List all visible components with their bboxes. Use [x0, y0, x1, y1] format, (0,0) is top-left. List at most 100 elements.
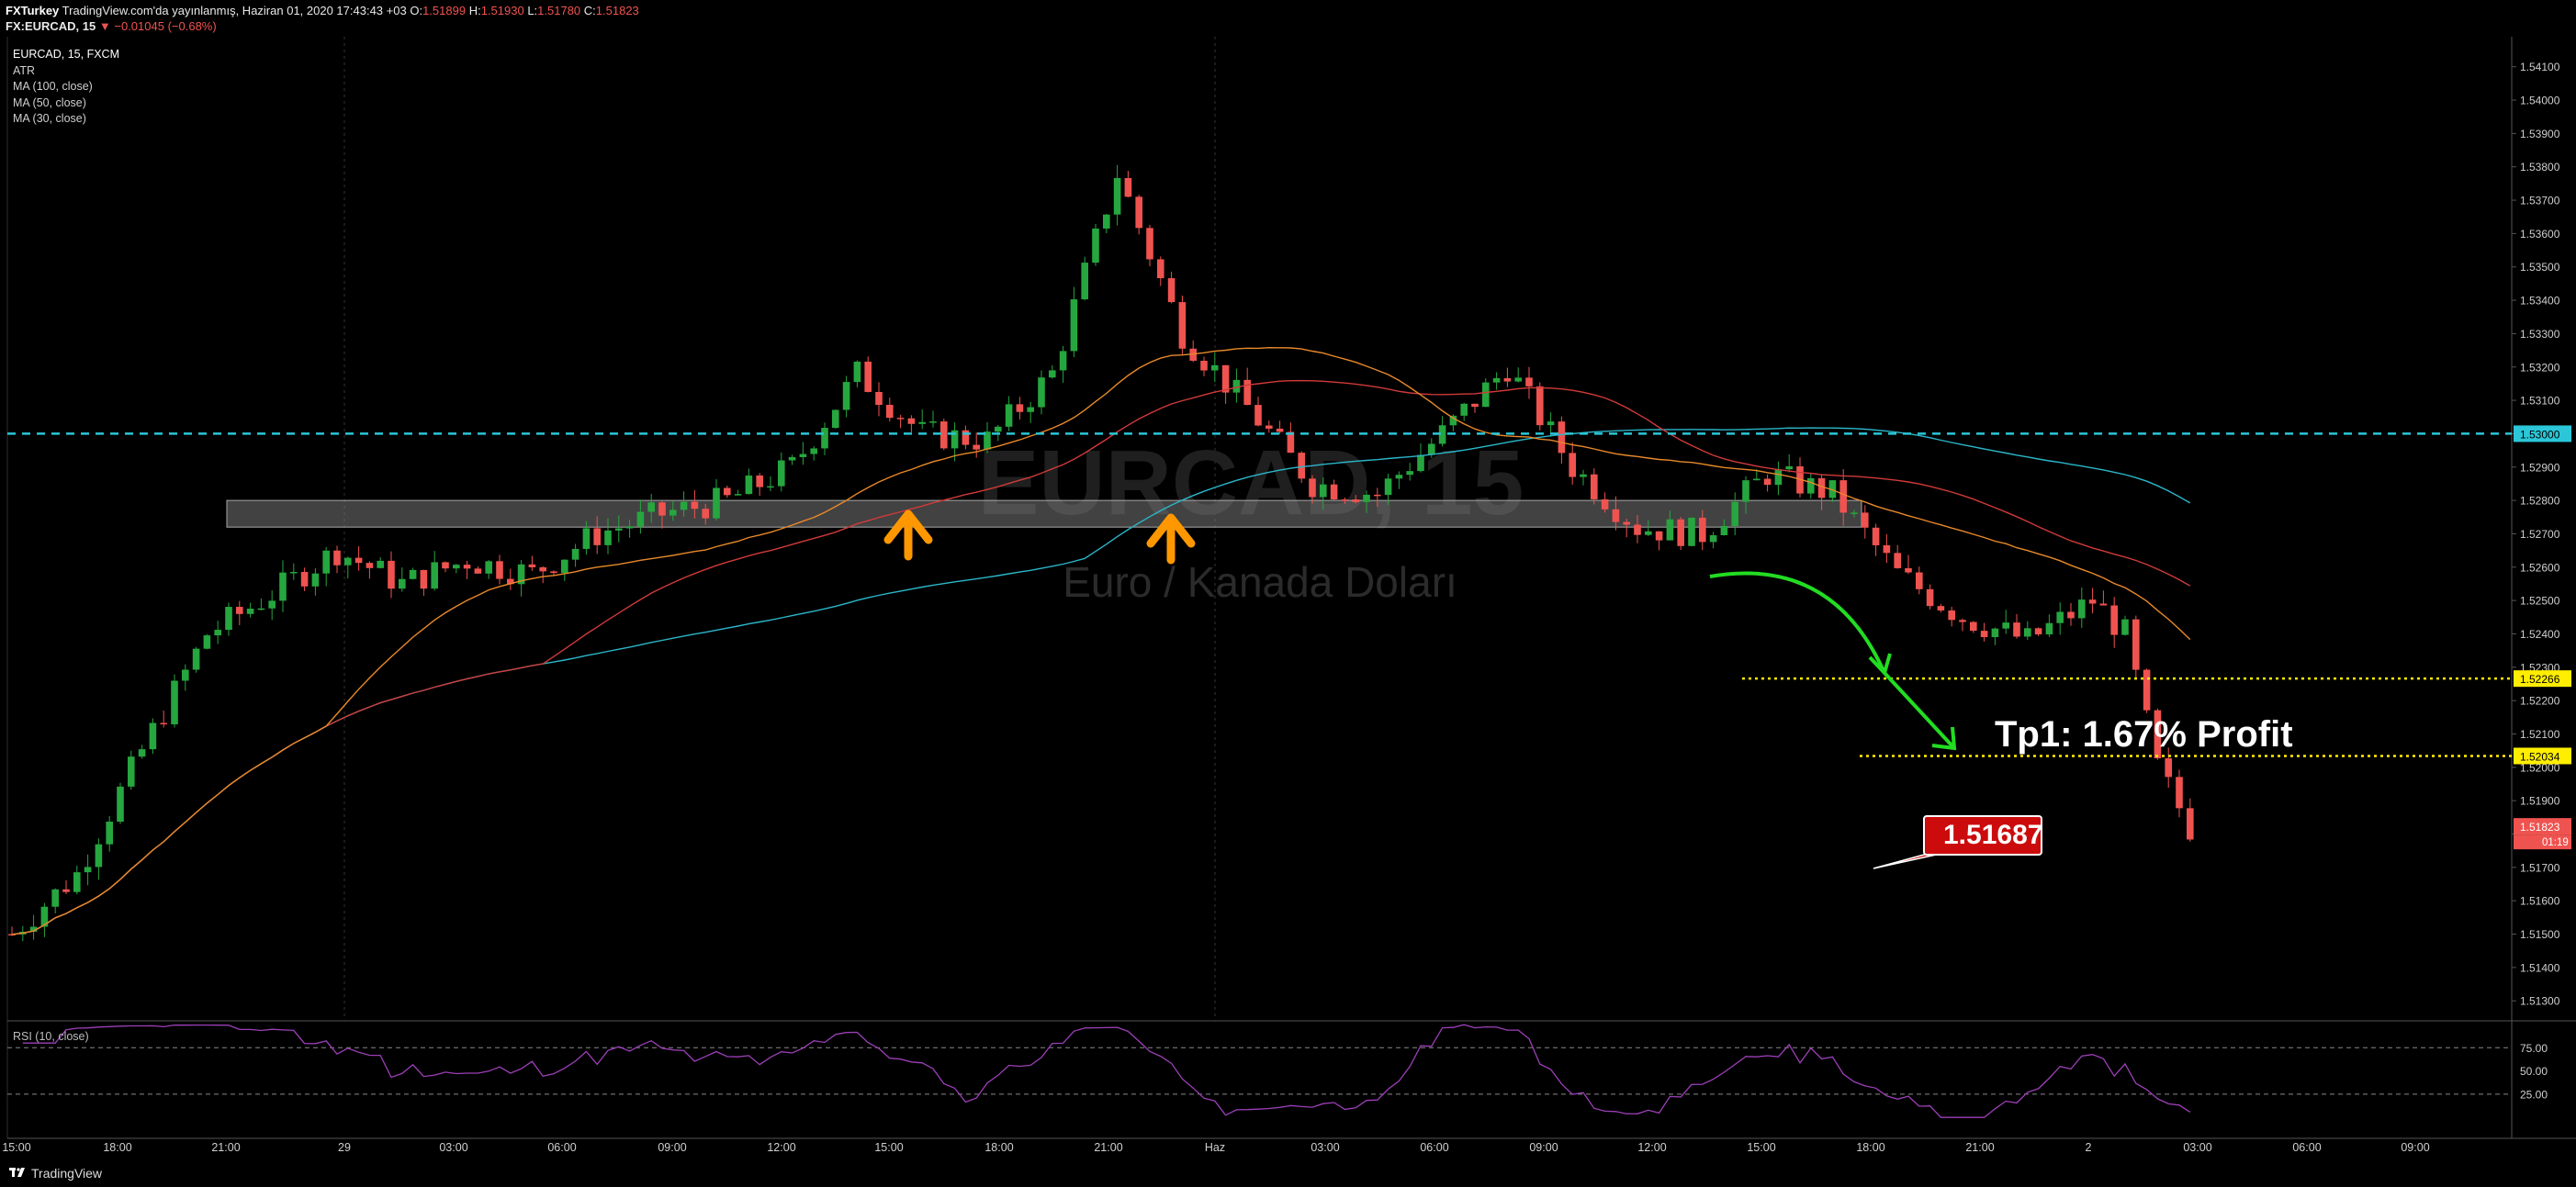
candle-bear: [2165, 758, 2172, 778]
candle-bull: [810, 448, 817, 454]
candle-bear: [1883, 544, 1891, 554]
price-tick-label: 1.51300: [2520, 995, 2560, 1008]
projection-arc: [1709, 571, 1886, 674]
candle-bear: [2110, 605, 2118, 635]
time-tick-label: 21:00: [211, 1141, 240, 1154]
rsi-tick-label: 25.00: [2520, 1088, 2548, 1101]
candle-bull: [1027, 407, 1034, 412]
candle-bear: [2013, 622, 2020, 637]
candle-bear: [1817, 477, 1826, 498]
candle-bear: [1959, 620, 1966, 622]
candle-bull: [1406, 471, 1413, 476]
candle-bear: [1916, 572, 1923, 589]
legend-ma100[interactable]: MA (100, close): [13, 80, 93, 93]
candle-bull: [1103, 214, 1110, 229]
candle-bull: [311, 573, 320, 587]
ohlc-low: 1.51780: [537, 4, 581, 17]
price-tick-label: 1.52800: [2520, 495, 2560, 508]
candle-bear: [420, 569, 428, 589]
candle-bull: [1049, 370, 1056, 378]
candle-bear: [1341, 499, 1349, 501]
candle-bear: [300, 572, 309, 587]
candle-bull: [1482, 382, 1490, 408]
footer-brand[interactable]: TradingView: [31, 1166, 103, 1181]
candle-bear: [593, 528, 601, 545]
candle-bear: [1948, 610, 1955, 621]
price-tick-label: 1.51500: [2520, 928, 2560, 941]
candle-bull: [322, 550, 330, 574]
candle-bear: [1601, 498, 1609, 510]
candle-bear: [1839, 480, 1847, 513]
time-tick-label: 03:00: [2183, 1141, 2211, 1154]
candle-bull: [51, 889, 59, 907]
publisher-name[interactable]: FXTurkey: [6, 4, 60, 17]
candle-bear: [1623, 521, 1630, 525]
candle-bull: [214, 630, 221, 636]
candle-bull: [767, 486, 774, 488]
price-tick-label: 1.53900: [2520, 128, 2560, 140]
candle-bear: [1937, 606, 1945, 610]
candle-bear: [962, 430, 970, 445]
candle-bear: [1926, 588, 1934, 607]
countdown-label: 01:19: [2542, 837, 2569, 848]
candle-bull: [929, 421, 937, 423]
candle-bear: [2154, 710, 2162, 759]
candle-bear: [1503, 377, 1512, 382]
candle-bear: [2176, 777, 2183, 809]
candle-bear: [1558, 421, 1566, 454]
candle-bear: [160, 722, 167, 725]
candle-bull: [2078, 599, 2086, 619]
candle-bull: [128, 756, 135, 787]
price-tick-label: 1.53300: [2520, 328, 2560, 341]
candle-bull: [1460, 403, 1468, 416]
candle-bull: [171, 680, 178, 725]
symbol-name: FX:EURCAD, 15: [6, 19, 96, 33]
legend-symbol[interactable]: EURCAD, 15, FXCM: [13, 48, 119, 61]
candle-bear: [1525, 377, 1533, 386]
candle-bull: [246, 609, 254, 614]
candle-bear: [1634, 524, 1641, 535]
price-tick-label: 1.52200: [2520, 695, 2560, 708]
candle-bull: [1092, 228, 1099, 263]
candle-bull: [1395, 475, 1403, 479]
candle-bull: [1113, 177, 1121, 215]
candle-bear: [1189, 348, 1197, 361]
candle-bull: [1038, 377, 1045, 408]
candle-bull: [713, 487, 720, 519]
candle-bull: [951, 430, 959, 449]
price-tick-label: 1.52400: [2520, 628, 2560, 641]
price-tick-label: 1.51900: [2520, 795, 2560, 808]
candle-bear: [1352, 499, 1359, 502]
candle-bull: [1059, 351, 1067, 371]
legend-ma30[interactable]: MA (30, close): [13, 112, 86, 125]
ma30-line: [11, 346, 2191, 935]
price-tick-label: 1.52900: [2520, 461, 2560, 474]
candle-bear: [1157, 259, 1164, 279]
candle-bear: [1677, 519, 1684, 546]
legend-atr[interactable]: ATR: [13, 63, 36, 77]
legend-ma50[interactable]: MA (50, close): [13, 95, 86, 109]
candle-bull: [1807, 477, 1815, 494]
candle-bull: [279, 572, 287, 601]
candle-bull: [268, 600, 276, 609]
ohlc-close: 1.51823: [595, 4, 639, 17]
candle-bear: [1471, 403, 1479, 408]
candle-bull: [29, 926, 38, 932]
candle-bull: [571, 548, 579, 560]
candle-bull: [1417, 454, 1424, 472]
rsi-legend[interactable]: RSI (10, close): [13, 1030, 89, 1043]
candle-bull: [40, 906, 49, 927]
time-tick-label: 21:00: [1965, 1141, 1994, 1154]
candle-bear: [702, 509, 709, 519]
candle-bear: [1124, 177, 1132, 197]
price-tick-label: 1.53700: [2520, 195, 2560, 207]
price-change: −0.01045 (−0.68%): [114, 19, 217, 33]
candle-bull: [344, 557, 352, 566]
candle-bear: [1862, 512, 1869, 528]
candle-bull: [138, 749, 146, 757]
candle-bear: [1374, 494, 1381, 497]
candle-bear: [658, 502, 666, 516]
candle-bull: [1753, 478, 1760, 481]
candle-bull: [745, 475, 753, 495]
